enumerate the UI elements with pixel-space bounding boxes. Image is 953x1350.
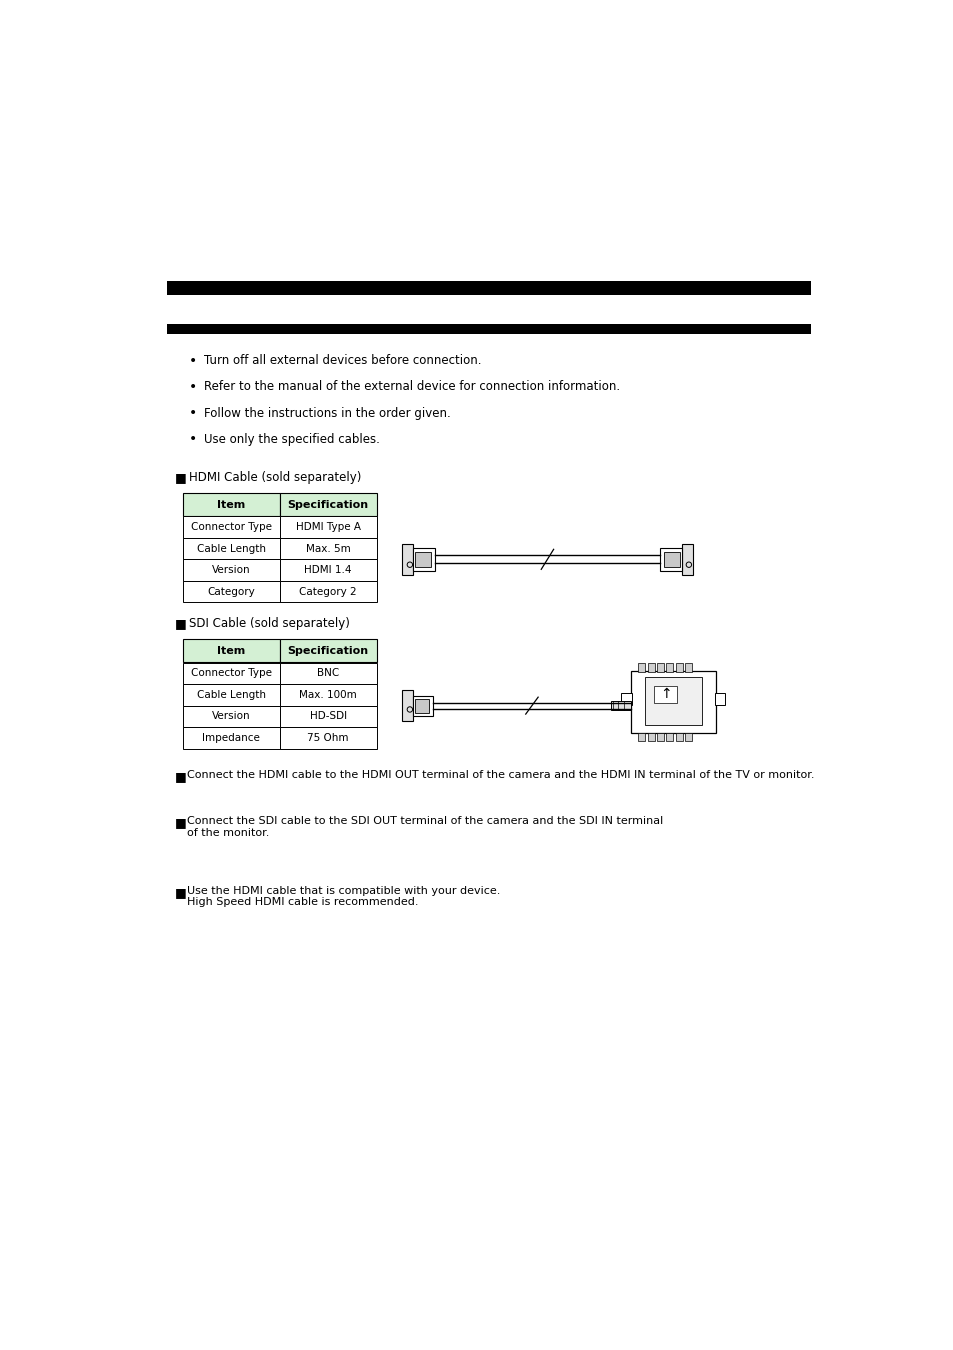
- Text: HD-SDI: HD-SDI: [309, 711, 346, 721]
- Text: Connector Type: Connector Type: [191, 668, 272, 678]
- Bar: [620, 693, 631, 705]
- Bar: [167, 281, 810, 296]
- Bar: [183, 706, 279, 728]
- Bar: [715, 693, 724, 705]
- Text: Specification: Specification: [287, 645, 368, 656]
- Bar: [279, 493, 376, 516]
- Text: Cable Length: Cable Length: [196, 690, 266, 699]
- Text: Follow the instructions in the order given.: Follow the instructions in the order giv…: [204, 406, 451, 420]
- Bar: [183, 537, 279, 559]
- Text: Impedance: Impedance: [202, 733, 260, 743]
- Text: ↑: ↑: [659, 687, 671, 701]
- Text: Connect the SDI cable to the SDI OUT terminal of the camera and the SDI IN termi: Connect the SDI cable to the SDI OUT ter…: [187, 817, 663, 838]
- Bar: [183, 728, 279, 749]
- Bar: [415, 699, 429, 713]
- Text: Use the HDMI cable that is compatible with your device.
High Speed HDMI cable is: Use the HDMI cable that is compatible wi…: [187, 886, 500, 907]
- Text: Category: Category: [207, 587, 254, 597]
- Bar: [657, 663, 663, 672]
- Text: ■: ■: [174, 617, 187, 630]
- Text: ■: ■: [174, 886, 187, 899]
- Bar: [644, 678, 701, 725]
- Bar: [638, 663, 645, 672]
- Bar: [279, 537, 376, 559]
- Text: Max. 100m: Max. 100m: [299, 690, 356, 699]
- Text: Refer to the manual of the external device for connection information.: Refer to the manual of the external devi…: [204, 381, 620, 393]
- Bar: [684, 663, 691, 672]
- Bar: [663, 552, 679, 567]
- Bar: [666, 733, 673, 741]
- Bar: [183, 684, 279, 706]
- Bar: [657, 733, 663, 741]
- Bar: [666, 663, 673, 672]
- Text: •: •: [189, 406, 196, 420]
- Bar: [684, 733, 691, 741]
- Text: 75 Ohm: 75 Ohm: [307, 733, 349, 743]
- Bar: [279, 580, 376, 602]
- Bar: [675, 733, 682, 741]
- Bar: [611, 701, 630, 710]
- Text: Item: Item: [217, 645, 245, 656]
- Bar: [647, 663, 654, 672]
- Text: Item: Item: [217, 500, 245, 510]
- Bar: [183, 663, 279, 684]
- Text: Version: Version: [212, 711, 251, 721]
- Bar: [167, 324, 810, 335]
- Bar: [279, 684, 376, 706]
- Bar: [413, 548, 435, 571]
- Bar: [279, 516, 376, 537]
- Text: Max. 5m: Max. 5m: [305, 544, 350, 554]
- Bar: [402, 690, 413, 721]
- Text: Specification: Specification: [287, 500, 368, 510]
- Text: •: •: [189, 354, 196, 367]
- Bar: [630, 671, 716, 733]
- Bar: [402, 544, 413, 575]
- Text: SDI Cable (sold separately): SDI Cable (sold separately): [189, 617, 350, 630]
- Text: •: •: [189, 379, 196, 394]
- Bar: [183, 493, 279, 516]
- Text: •: •: [189, 432, 196, 447]
- Text: ■: ■: [174, 817, 187, 829]
- Bar: [279, 640, 376, 663]
- Bar: [675, 663, 682, 672]
- Text: HDMI Type A: HDMI Type A: [295, 522, 360, 532]
- Text: ■: ■: [174, 771, 187, 783]
- Text: Version: Version: [212, 566, 251, 575]
- Text: HDMI Cable (sold separately): HDMI Cable (sold separately): [189, 471, 361, 485]
- Bar: [647, 733, 654, 741]
- Bar: [638, 733, 645, 741]
- Text: BNC: BNC: [316, 668, 339, 678]
- Bar: [183, 559, 279, 580]
- Bar: [279, 559, 376, 580]
- Bar: [279, 706, 376, 728]
- Bar: [413, 695, 433, 716]
- Bar: [183, 516, 279, 537]
- Text: ■: ■: [174, 471, 187, 485]
- Text: Connector Type: Connector Type: [191, 522, 272, 532]
- Text: Use only the specified cables.: Use only the specified cables.: [204, 433, 380, 446]
- Text: Category 2: Category 2: [299, 587, 356, 597]
- Bar: [659, 548, 681, 571]
- Text: Connect the HDMI cable to the HDMI OUT terminal of the camera and the HDMI IN te: Connect the HDMI cable to the HDMI OUT t…: [187, 771, 814, 780]
- Bar: [681, 544, 692, 575]
- Bar: [415, 552, 431, 567]
- Bar: [279, 728, 376, 749]
- Bar: [183, 640, 279, 663]
- Bar: [654, 686, 677, 703]
- Bar: [279, 663, 376, 684]
- Bar: [183, 580, 279, 602]
- Text: HDMI 1.4: HDMI 1.4: [304, 566, 352, 575]
- Text: Turn off all external devices before connection.: Turn off all external devices before con…: [204, 354, 481, 367]
- Text: Cable Length: Cable Length: [196, 544, 266, 554]
